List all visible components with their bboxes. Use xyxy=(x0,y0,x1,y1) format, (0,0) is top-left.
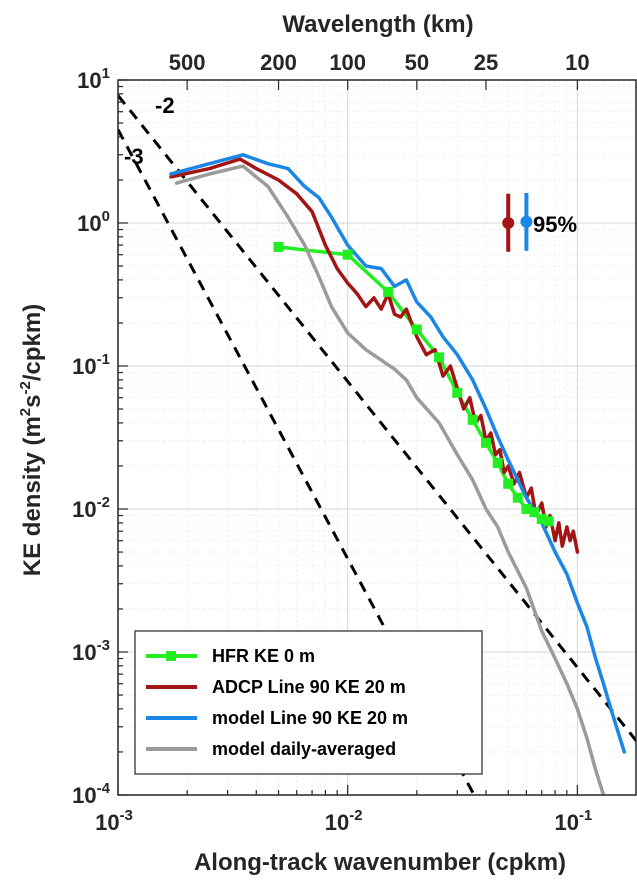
series-1-marker xyxy=(503,478,514,489)
x-tick-label: 10-2 xyxy=(325,807,363,835)
series-1-marker xyxy=(342,249,353,260)
top-tick-label: 10 xyxy=(565,50,589,75)
series-1-marker xyxy=(512,492,523,503)
series-1-marker xyxy=(536,514,547,525)
x-tick-label: 10-1 xyxy=(554,807,592,835)
series-line-2 xyxy=(169,157,580,554)
legend-label-3: model Line 90 KE 20 m xyxy=(212,708,408,728)
slope-label-minus-2: -2 xyxy=(155,93,175,118)
x-axis-title: Along-track wavenumber (cpkm) xyxy=(194,849,566,876)
y-tick-label: 101 xyxy=(77,65,110,93)
top-tick-label: 25 xyxy=(474,50,498,75)
series-1-marker xyxy=(273,241,284,252)
x-tick-label: 10-3 xyxy=(95,807,133,835)
series-1-marker xyxy=(383,286,394,297)
confidence-label: 95% xyxy=(533,212,577,237)
legend-marker-1 xyxy=(166,651,176,661)
series-1-marker xyxy=(521,504,532,514)
y-tick-label: 10-2 xyxy=(72,494,110,522)
confidence-point-1 xyxy=(502,217,515,229)
legend-label-2: ADCP Line 90 KE 20 m xyxy=(212,677,406,697)
y-axis-title: KE density (m2s-2/cpkm) xyxy=(17,304,46,576)
series-1-marker xyxy=(529,507,540,518)
top-tick-label: 200 xyxy=(260,50,297,75)
series-layer xyxy=(169,153,627,795)
series-1-marker xyxy=(543,516,554,527)
top-tick-label: 100 xyxy=(329,50,366,75)
top-axis-title: Wavelength (km) xyxy=(282,11,473,38)
plot-frame xyxy=(117,79,637,796)
series-1-marker xyxy=(480,437,491,448)
series-1-marker xyxy=(467,414,478,425)
slope-label-minus-3: -3 xyxy=(124,144,144,169)
legend-label-4: model daily-averaged xyxy=(212,739,396,759)
top-tick-label: 50 xyxy=(405,50,429,75)
legend: HFR KE 0 m ADCP Line 90 KE 20 m model Line… xyxy=(134,630,483,775)
y-tick-label: 10-4 xyxy=(72,780,110,808)
series-line-4 xyxy=(174,164,606,795)
series-line-3 xyxy=(169,153,627,754)
top-tick-label: 500 xyxy=(169,50,206,75)
y-tick-label: 10-3 xyxy=(72,637,110,665)
series-1-marker xyxy=(411,324,422,335)
y-tick-label: 10-1 xyxy=(72,351,110,379)
series-1-marker xyxy=(434,352,445,363)
slope-line--2 xyxy=(118,94,636,743)
confidence-point-2 xyxy=(520,215,533,228)
series-1-marker xyxy=(492,457,503,468)
series-1-marker xyxy=(452,387,463,398)
confidence-bars xyxy=(502,193,533,252)
y-tick-label: 100 xyxy=(77,208,110,236)
legend-label-1: HFR KE 0 m xyxy=(212,646,315,666)
